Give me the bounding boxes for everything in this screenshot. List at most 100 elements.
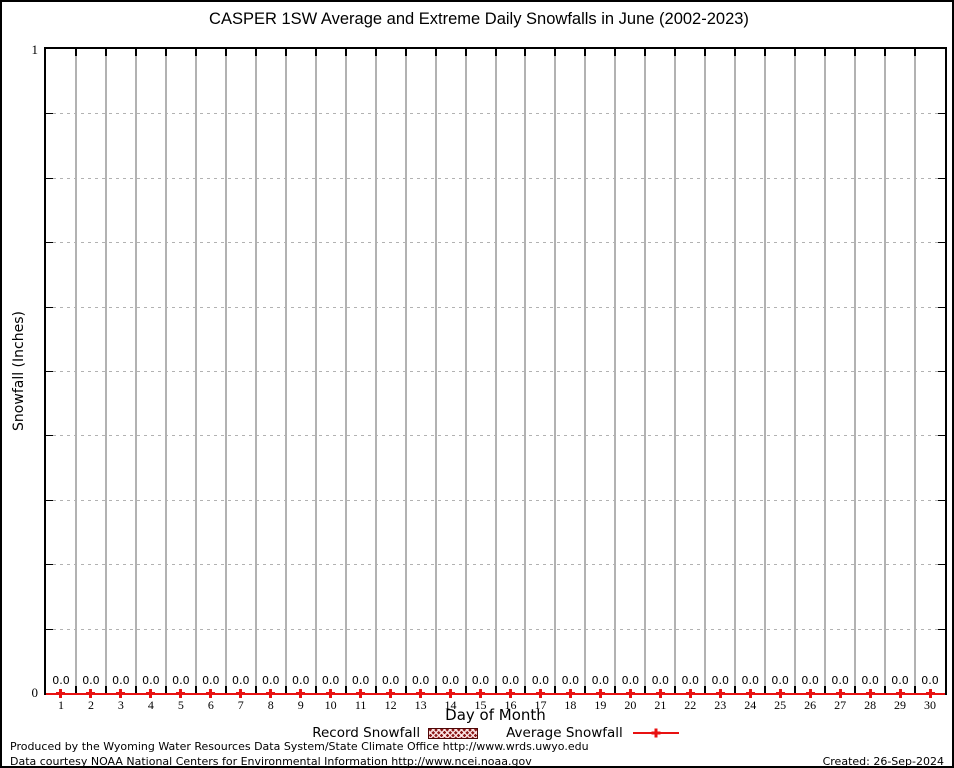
record-value-label: 0.0: [651, 674, 670, 687]
x-tick-label: 1: [57, 698, 64, 712]
record-value-label: 0.0: [531, 674, 550, 687]
average-snowfall-marker: [86, 689, 96, 698]
average-snowfall-marker: [356, 689, 366, 698]
x-axis-tick-top: [584, 49, 586, 56]
record-value-label: 0.0: [52, 674, 70, 687]
x-axis-tick-bottom: [135, 686, 137, 693]
legend-average-label: Average Snowfall: [506, 725, 623, 741]
x-axis-tick-top: [225, 49, 227, 56]
x-tick-label: 8: [267, 698, 274, 712]
x-tick-label: 30: [924, 698, 937, 712]
x-tick-label: 18: [564, 698, 577, 712]
record-value-label: 0.0: [321, 674, 340, 687]
x-tick-label: 2: [87, 698, 94, 712]
x-axis-tick-bottom: [914, 686, 916, 693]
record-value-label: 0.0: [861, 674, 879, 687]
chart-title: CASPER 1SW Average and Extreme Daily Sno…: [209, 10, 749, 28]
x-axis-tick-bottom: [614, 686, 616, 693]
record-value-label: 0.0: [351, 674, 370, 687]
x-axis-tick-top: [794, 49, 796, 56]
y-axis-tick-left: [46, 500, 53, 501]
x-axis-tick-top: [554, 49, 556, 56]
legend: Record Snowfall Average Snowfall: [44, 724, 947, 742]
x-axis-tick-top: [165, 49, 167, 56]
y-axis-tick-right: [938, 564, 945, 565]
x-axis-tick-top: [195, 49, 197, 56]
record-value-label: 0.0: [471, 674, 490, 687]
y-axis-tick-left: [46, 371, 53, 372]
x-axis-tick-bottom: [75, 686, 77, 693]
record-value-label: 0.0: [411, 674, 430, 687]
record-value-label: 0.0: [561, 674, 580, 687]
x-axis-tick-bottom: [554, 686, 556, 693]
record-value-label: 0.0: [831, 674, 849, 687]
average-snowfall-marker: [176, 689, 186, 698]
horizontal-gridline: [46, 500, 945, 501]
average-snowfall-marker: [326, 689, 336, 698]
x-tick-label: 22: [684, 698, 697, 712]
x-axis-tick-bottom: [584, 686, 586, 693]
x-tick-label: 9: [297, 698, 304, 712]
x-axis-tick-bottom: [465, 686, 467, 693]
record-value-label: 0.0: [711, 674, 730, 687]
record-value-label: 0.0: [112, 674, 130, 687]
x-axis-tick-bottom: [495, 686, 497, 693]
x-axis-tick-bottom: [285, 686, 287, 693]
horizontal-gridline: [46, 242, 945, 243]
y-axis-tick-right: [938, 629, 945, 630]
horizontal-gridline: [46, 629, 945, 630]
x-axis-tick-top: [524, 49, 526, 56]
average-snowfall-marker: [56, 689, 66, 698]
x-axis-tick-bottom: [674, 686, 676, 693]
x-axis-tick-bottom: [165, 686, 167, 693]
y-axis-tick-right: [938, 371, 945, 372]
record-value-label: 0.0: [771, 674, 789, 687]
x-axis-tick-bottom: [255, 686, 257, 693]
footer-produced-by: Produced by the Wyoming Water Resources …: [10, 740, 589, 753]
average-snowfall-marker: [416, 689, 426, 698]
x-axis-tick-top: [495, 49, 497, 56]
average-snowfall-marker: [446, 689, 456, 698]
x-axis-tick-bottom: [854, 686, 856, 693]
record-value-label: 0.0: [801, 674, 819, 687]
x-axis-tick-bottom: [884, 686, 886, 693]
average-snowfall-marker: [835, 689, 845, 698]
record-value-label: 0.0: [262, 674, 280, 687]
x-axis-tick-bottom: [764, 686, 766, 693]
average-snowfall-marker: [625, 689, 635, 698]
record-value-label: 0.0: [202, 674, 220, 687]
x-tick-label: 16: [504, 698, 517, 712]
average-snowfall-marker: [805, 689, 815, 698]
record-value-label: 0.0: [621, 674, 640, 687]
record-value-label: 0.0: [921, 674, 939, 687]
average-snowfall-marker: [715, 689, 725, 698]
x-axis-tick-top: [704, 49, 706, 56]
x-axis-tick-top: [105, 49, 107, 56]
average-snowfall-line: [46, 693, 945, 695]
x-axis-tick-top: [285, 49, 287, 56]
x-axis-tick-top: [405, 49, 407, 56]
legend-record-label: Record Snowfall: [312, 725, 421, 741]
average-snowfall-marker: [386, 689, 396, 698]
legend-plus-marker-icon: [651, 728, 661, 738]
average-snowfall-marker: [655, 689, 665, 698]
x-axis-tick-bottom: [824, 686, 826, 693]
x-axis-tick-top: [884, 49, 886, 56]
record-value-label: 0.0: [591, 674, 610, 687]
x-axis-tick-bottom: [105, 686, 107, 693]
x-axis-tick-top: [465, 49, 467, 56]
average-snowfall-marker: [206, 689, 216, 698]
horizontal-gridline: [46, 113, 945, 114]
x-tick-label: 10: [324, 698, 337, 712]
record-value-label: 0.0: [172, 674, 190, 687]
x-tick-label: 17: [534, 698, 547, 712]
x-axis-tick-top: [914, 49, 916, 56]
x-axis-tick-top: [315, 49, 317, 56]
x-tick-label: 24: [744, 698, 757, 712]
x-axis-tick-bottom: [405, 686, 407, 693]
record-value-label: 0.0: [501, 674, 520, 687]
x-tick-label: 21: [654, 698, 667, 712]
x-tick-label: 12: [384, 698, 397, 712]
footer-data-courtesy: Data courtesy NOAA National Centers for …: [10, 755, 532, 768]
x-axis-tick-bottom: [524, 686, 526, 693]
